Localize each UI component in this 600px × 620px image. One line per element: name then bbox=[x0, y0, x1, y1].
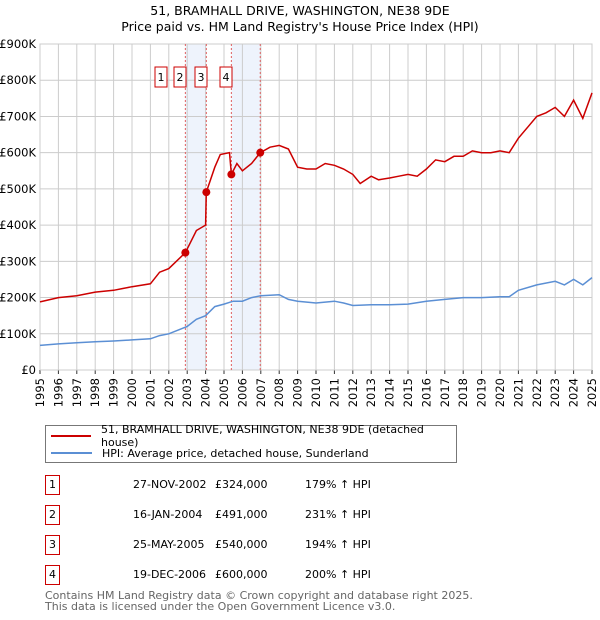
x-tick-label: 2025 bbox=[585, 378, 599, 407]
x-tick-label: 2009 bbox=[291, 378, 305, 407]
y-tick-label: £900K bbox=[0, 37, 36, 51]
sale-label-box bbox=[154, 66, 168, 88]
x-tick-label: 2012 bbox=[346, 378, 360, 407]
x-tick-label: 2015 bbox=[401, 378, 415, 407]
x-tick-label: 2016 bbox=[419, 378, 433, 407]
chart-title: 51, BRAMHALL DRIVE, WASHINGTON, NE38 9DE bbox=[150, 3, 450, 18]
property-price-line bbox=[39, 92, 593, 303]
y-tick-label: £700K bbox=[0, 109, 36, 123]
legend: 51, BRAMHALL DRIVE, WASHINGTON, NE38 9DE… bbox=[45, 423, 457, 463]
x-tick-label: 2017 bbox=[438, 378, 452, 407]
shaded-range bbox=[231, 44, 261, 370]
y-tick-label: £400K bbox=[0, 218, 36, 232]
x-tick-label: 1995 bbox=[33, 378, 47, 407]
legend-item-property: 51, BRAMHALL DRIVE, WASHINGTON, NE38 9DE… bbox=[51, 423, 456, 449]
x-tick-label: 2020 bbox=[493, 378, 507, 407]
sale-label-box bbox=[194, 66, 208, 88]
y-tick-label: £100K bbox=[0, 327, 36, 341]
footer-copyright: Contains HM Land Registry data © Crown c… bbox=[45, 589, 473, 602]
sale-hpi-change: 194% ↑ HPI bbox=[305, 538, 371, 551]
legend-label: HPI: Average price, detached house, Sund… bbox=[102, 446, 369, 460]
sale-price: £324,000 bbox=[215, 478, 268, 491]
x-tick-label: 2014 bbox=[383, 378, 397, 407]
x-tick-label: 2004 bbox=[199, 378, 213, 407]
x-tick-label: 2001 bbox=[143, 378, 157, 407]
x-tick-label: 2002 bbox=[162, 378, 176, 407]
legend-swatch-red bbox=[51, 435, 91, 437]
legend-label: 51, BRAMHALL DRIVE, WASHINGTON, NE38 9DE… bbox=[101, 423, 424, 449]
x-tick-label: 2000 bbox=[125, 378, 139, 407]
sale-label: 2 bbox=[177, 71, 184, 84]
sale-point bbox=[181, 248, 190, 257]
x-tick-label: 2021 bbox=[511, 378, 525, 407]
sale-date: 16-JAN-2004 bbox=[133, 508, 203, 521]
hpi-line bbox=[39, 277, 593, 347]
x-tick-label: 2007 bbox=[254, 378, 268, 407]
sale-hpi-change: 231% ↑ HPI bbox=[305, 508, 371, 521]
sale-price: £600,000 bbox=[215, 568, 268, 581]
sale-number: 2 bbox=[45, 505, 60, 525]
sale-label: 3 bbox=[198, 71, 205, 84]
chart-subtitle: Price paid vs. HM Land Registry's House … bbox=[121, 19, 479, 34]
x-tick-label: 2005 bbox=[217, 378, 231, 407]
sale-price: £491,000 bbox=[215, 508, 268, 521]
sale-label: 4 bbox=[223, 71, 230, 84]
x-tick-label: 2023 bbox=[548, 378, 562, 407]
x-tick-label: 2024 bbox=[567, 378, 581, 407]
x-tick-label: 2011 bbox=[327, 378, 341, 407]
sale-point bbox=[256, 148, 265, 157]
sale-number: 1 bbox=[45, 475, 60, 495]
x-tick-label: 2018 bbox=[456, 378, 470, 407]
sale-number: 3 bbox=[45, 535, 60, 555]
footer-licence: This data is licensed under the Open Gov… bbox=[45, 600, 396, 613]
x-tick-label: 2013 bbox=[364, 378, 378, 407]
legend-swatch-blue bbox=[51, 452, 92, 454]
sale-hpi-change: 179% ↑ HPI bbox=[305, 478, 371, 491]
sale-date: 27-NOV-2002 bbox=[133, 478, 207, 491]
y-tick-label: £800K bbox=[0, 73, 36, 87]
sale-point bbox=[202, 188, 211, 197]
x-tick-label: 2010 bbox=[309, 378, 323, 407]
x-tick-label: 2008 bbox=[272, 378, 286, 407]
sale-hpi-change: 200% ↑ HPI bbox=[305, 568, 371, 581]
x-tick-label: 2006 bbox=[235, 378, 249, 407]
legend-item-hpi: HPI: Average price, detached house, Sund… bbox=[51, 445, 369, 461]
x-tick-label: 2022 bbox=[530, 378, 544, 407]
y-tick-label: £600K bbox=[0, 146, 36, 160]
sale-price: £540,000 bbox=[215, 538, 268, 551]
price-chart: 1995 1996 1997 1998 1999 2000 2001 2002 2003 2004… bbox=[0, 37, 599, 407]
sale-number: 4 bbox=[45, 565, 60, 585]
x-tick-label: 2019 bbox=[475, 378, 489, 407]
y-tick-label: £500K bbox=[0, 182, 36, 196]
sale-date: 25-MAY-2005 bbox=[133, 538, 205, 551]
x-tick-label: 1999 bbox=[107, 378, 121, 407]
y-tick-label: £200K bbox=[0, 291, 36, 305]
sale-point bbox=[227, 170, 236, 179]
y-tick-label: £0 bbox=[21, 363, 36, 377]
sale-date: 19-DEC-2006 bbox=[133, 568, 207, 581]
x-tick-label: 1996 bbox=[51, 378, 65, 407]
sale-label-box bbox=[173, 66, 187, 88]
shaded-range bbox=[185, 44, 207, 370]
x-tick-label: 1998 bbox=[88, 378, 102, 407]
x-tick-label: 1997 bbox=[70, 378, 84, 407]
x-tick-label: 2003 bbox=[180, 378, 194, 407]
y-tick-label: £300K bbox=[0, 254, 36, 268]
sale-label: 1 bbox=[158, 71, 165, 84]
sale-label-box bbox=[219, 66, 233, 88]
